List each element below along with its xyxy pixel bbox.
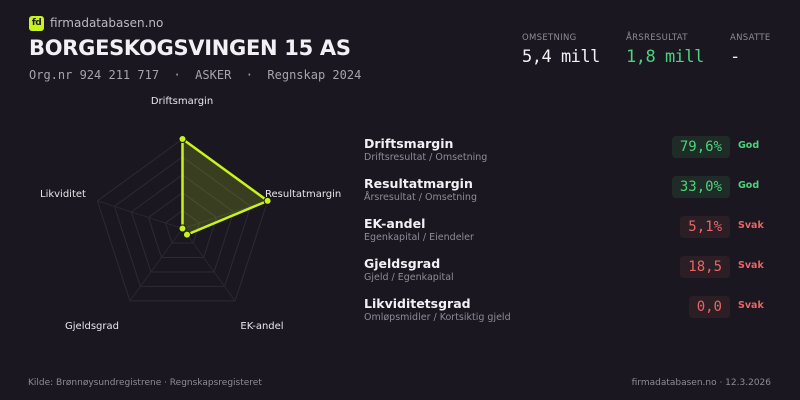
metric-status: Svak bbox=[738, 220, 764, 231]
metric-row: EK-andel Egenkapital / Eiendeler 5,1% Sv… bbox=[364, 216, 764, 252]
radar-axis-line bbox=[129, 228, 183, 302]
metric-name: Likviditetsgrad bbox=[364, 296, 471, 311]
radar-axis-label: Driftsmargin bbox=[151, 96, 213, 107]
metric-row: Resultatmargin Årsresultat / Omsetning 3… bbox=[364, 176, 764, 212]
kpi-ansatte: ANSATTE - bbox=[730, 33, 771, 67]
metric-status: Svak bbox=[738, 260, 764, 271]
kpi-label: ÅRSRESULTAT bbox=[626, 33, 688, 43]
metric-status: Svak bbox=[738, 300, 764, 311]
kpi-value: 1,8 mill bbox=[626, 47, 704, 67]
footer-source: Kilde: Brønnøysundregistrene · Regnskaps… bbox=[28, 378, 262, 388]
metric-status: God bbox=[738, 140, 760, 151]
metric-formula: Egenkapital / Eiendeler bbox=[364, 232, 474, 243]
radar-data-point bbox=[178, 135, 187, 143]
company-meta: Org.nr 924 211 717 · ASKER · Regnskap 20… bbox=[29, 68, 362, 82]
metric-value-badge: 18,5 bbox=[680, 256, 730, 278]
metric-row: Gjeldsgrad Gjeld / Egenkapital 18,5 Svak bbox=[364, 256, 764, 292]
company-name: BORGESKOGSVINGEN 15 AS bbox=[29, 36, 351, 60]
radar-data-point bbox=[178, 224, 187, 233]
radar-grid-ring bbox=[130, 174, 235, 273]
radar-axis-line bbox=[182, 228, 236, 302]
metric-formula: Årsresultat / Omsetning bbox=[364, 192, 477, 203]
metric-name: Gjeldsgrad bbox=[364, 256, 441, 271]
footer-site-date: firmadatabasen.no · 12.3.2026 bbox=[631, 378, 771, 388]
metric-row: Driftsmargin Driftsresultat / Omsetning … bbox=[364, 136, 764, 172]
metric-value-badge: 0,0 bbox=[688, 296, 730, 318]
metric-formula: Omløpsmidler / Kortsiktig gjeld bbox=[364, 312, 511, 323]
metric-name: Resultatmargin bbox=[364, 176, 473, 191]
metric-status: God bbox=[738, 180, 760, 191]
radar-axis-label: EK-andel bbox=[240, 321, 283, 332]
metric-value-badge: 33,0% bbox=[671, 176, 730, 198]
metric-value-badge: 79,6% bbox=[671, 136, 730, 158]
kpi-omsetning: OMSETNING 5,4 mill bbox=[522, 33, 600, 67]
metric-row: Likviditetsgrad Omløpsmidler / Kortsikti… bbox=[364, 296, 764, 332]
radar-data-point bbox=[263, 196, 272, 205]
radar-data-point bbox=[182, 230, 191, 239]
kpi-label: ANSATTE bbox=[730, 33, 771, 43]
kpi-value: 5,4 mill bbox=[522, 47, 600, 67]
radar-axis-label: Resultatmargin bbox=[265, 189, 341, 200]
radar-axis-line bbox=[97, 200, 183, 229]
metric-name: EK-andel bbox=[364, 216, 426, 231]
metric-value-badge: 5,1% bbox=[680, 216, 730, 238]
radar-series-area bbox=[181, 137, 269, 236]
kpi-label: OMSETNING bbox=[522, 33, 577, 43]
metric-formula: Gjeld / Egenkapital bbox=[364, 272, 454, 283]
kpi-value: - bbox=[730, 47, 740, 67]
site-name[interactable]: firmadatabasen.no bbox=[50, 16, 164, 30]
radar-axis-label: Gjeldsgrad bbox=[65, 321, 119, 332]
radar-grid-ring bbox=[113, 156, 252, 287]
logo: fd bbox=[29, 16, 44, 31]
radar-grid-ring bbox=[164, 209, 201, 244]
metric-name: Driftsmargin bbox=[364, 136, 454, 151]
radar-axis-label: Likviditet bbox=[40, 189, 86, 200]
radar-grid-ring bbox=[147, 192, 218, 258]
kpi-arsresultat: ÅRSRESULTAT 1,8 mill bbox=[626, 33, 704, 67]
metric-formula: Driftsresultat / Omsetning bbox=[364, 152, 488, 163]
